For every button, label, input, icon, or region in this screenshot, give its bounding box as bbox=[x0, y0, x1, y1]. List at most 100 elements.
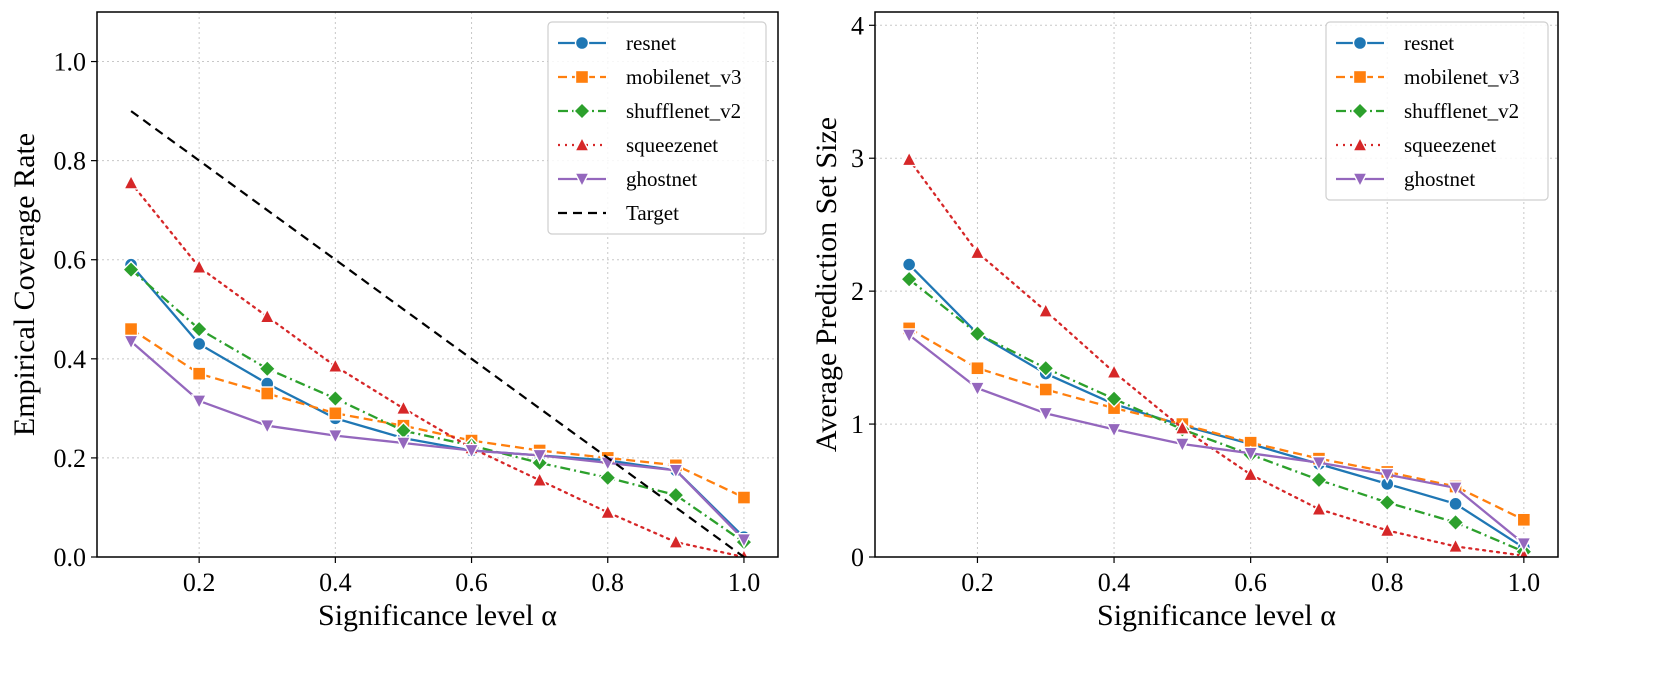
data-point bbox=[901, 257, 917, 272]
y-tick-label: 2 bbox=[851, 277, 864, 306]
data-point bbox=[260, 386, 275, 401]
data-point bbox=[327, 428, 344, 445]
data-point bbox=[1516, 512, 1532, 527]
data-point bbox=[667, 533, 685, 549]
legend-item: mobilenet_v3 bbox=[1336, 65, 1519, 89]
legend-item: Target bbox=[558, 201, 679, 225]
data-point bbox=[190, 258, 208, 274]
plot-area bbox=[900, 150, 1533, 557]
legend-item: squeezenet bbox=[558, 133, 718, 157]
data-point bbox=[328, 406, 343, 421]
data-point bbox=[970, 361, 985, 376]
legend-item: mobilenet_v3 bbox=[558, 65, 741, 89]
x-axis-title: Significance level α bbox=[318, 599, 557, 632]
data-point bbox=[191, 336, 207, 352]
data-point bbox=[1242, 465, 1259, 482]
legend-box bbox=[547, 21, 767, 235]
legend: resnet mobilenet_v3 shufflenet_v2 squeezene… bbox=[547, 21, 767, 235]
y-axis-title: Empirical Coverage Rate bbox=[8, 133, 41, 436]
series-line bbox=[130, 328, 745, 499]
x-axis-title: Significance level α bbox=[1097, 599, 1336, 632]
data-point bbox=[1038, 382, 1053, 397]
plot-area bbox=[122, 110, 753, 557]
series-line bbox=[908, 327, 1525, 521]
series-shufflenet-v2 bbox=[122, 260, 753, 552]
legend-marker bbox=[1351, 135, 1369, 152]
y-tick-label: 3 bbox=[851, 144, 864, 173]
data-point bbox=[1105, 422, 1123, 439]
legend-marker bbox=[1352, 35, 1368, 51]
legend-label: squeezenet bbox=[1404, 133, 1496, 157]
series-line bbox=[130, 268, 745, 544]
data-point bbox=[531, 448, 548, 465]
data-point bbox=[599, 503, 616, 520]
chart-1: 0.2 0.4 0.6 0.8 1.0 0.0 0.2 0.4 0.6 0.8 1.0 Signifi… bbox=[8, 11, 779, 632]
series-line bbox=[907, 158, 1525, 557]
legend-label: Target bbox=[626, 201, 679, 225]
legend-label: mobilenet_v3 bbox=[1404, 65, 1519, 89]
axes-frame bbox=[96, 11, 779, 558]
data-point bbox=[1242, 446, 1259, 463]
x-tick-label: 0.2 bbox=[961, 568, 994, 597]
data-point bbox=[1174, 437, 1191, 454]
data-point bbox=[1447, 481, 1464, 497]
legend-marker bbox=[1352, 69, 1368, 85]
legend-marker bbox=[573, 135, 591, 152]
data-point bbox=[1309, 470, 1328, 489]
data-point bbox=[900, 270, 919, 289]
data-point bbox=[598, 468, 617, 487]
series-line bbox=[908, 263, 1525, 549]
data-point bbox=[258, 359, 277, 378]
legend-label: mobilenet_v3 bbox=[626, 65, 741, 89]
data-point bbox=[327, 357, 344, 373]
legend-marker bbox=[573, 102, 591, 120]
series-line bbox=[130, 263, 745, 539]
data-point bbox=[191, 366, 207, 381]
data-point bbox=[395, 399, 412, 416]
series-mobilenet-v3 bbox=[123, 321, 752, 505]
data-point bbox=[122, 173, 140, 190]
legend-marker bbox=[574, 35, 590, 51]
legend-marker bbox=[1351, 172, 1369, 189]
series-line bbox=[908, 334, 1525, 545]
y-tick-label: 0.0 bbox=[54, 543, 87, 572]
x-tick-label: 0.4 bbox=[319, 568, 352, 597]
data-point bbox=[1310, 455, 1328, 472]
legend-label: shufflenet_v2 bbox=[1404, 99, 1519, 123]
legend-item: squeezenet bbox=[1336, 133, 1496, 157]
legend-marker bbox=[574, 69, 590, 85]
y-tick-label: 1.0 bbox=[54, 48, 87, 77]
data-point bbox=[900, 150, 918, 167]
series-line bbox=[908, 278, 1525, 553]
legend-label: squeezenet bbox=[626, 133, 718, 157]
x-tick-label: 1.0 bbox=[1508, 568, 1541, 597]
y-tick-label: 0.2 bbox=[54, 444, 87, 473]
data-point bbox=[123, 321, 139, 337]
series-shufflenet-v2 bbox=[900, 270, 1533, 557]
data-point bbox=[1037, 302, 1054, 318]
y-tick-label: 0.4 bbox=[54, 345, 87, 374]
legend: resnet mobilenet_v3 shufflenet_v2 squeezene… bbox=[1325, 21, 1549, 201]
data-point bbox=[463, 443, 480, 460]
data-point bbox=[1447, 537, 1464, 554]
y-axis-title: Average Prediction Set Size bbox=[810, 117, 843, 452]
y-tick-label: 4 bbox=[851, 11, 864, 40]
data-point bbox=[735, 532, 753, 549]
series-line bbox=[130, 340, 745, 541]
y-tick-label: 0.6 bbox=[54, 246, 87, 275]
legend-label: ghostnet bbox=[1404, 167, 1475, 191]
legend-item: resnet bbox=[1336, 31, 1454, 55]
data-point bbox=[190, 394, 208, 410]
series-squeezenet bbox=[900, 150, 1530, 557]
data-point bbox=[1448, 496, 1463, 512]
legend-label: resnet bbox=[626, 31, 676, 55]
x-tick-label: 1.0 bbox=[728, 568, 761, 597]
x-tick-label: 0.8 bbox=[592, 568, 625, 597]
data-point bbox=[1105, 363, 1123, 379]
y-tick-label: 1 bbox=[851, 410, 864, 439]
data-point bbox=[259, 419, 276, 435]
data-point bbox=[1515, 537, 1533, 553]
legend-item: ghostnet bbox=[558, 167, 697, 191]
y-tick-label: 0 bbox=[851, 543, 864, 572]
